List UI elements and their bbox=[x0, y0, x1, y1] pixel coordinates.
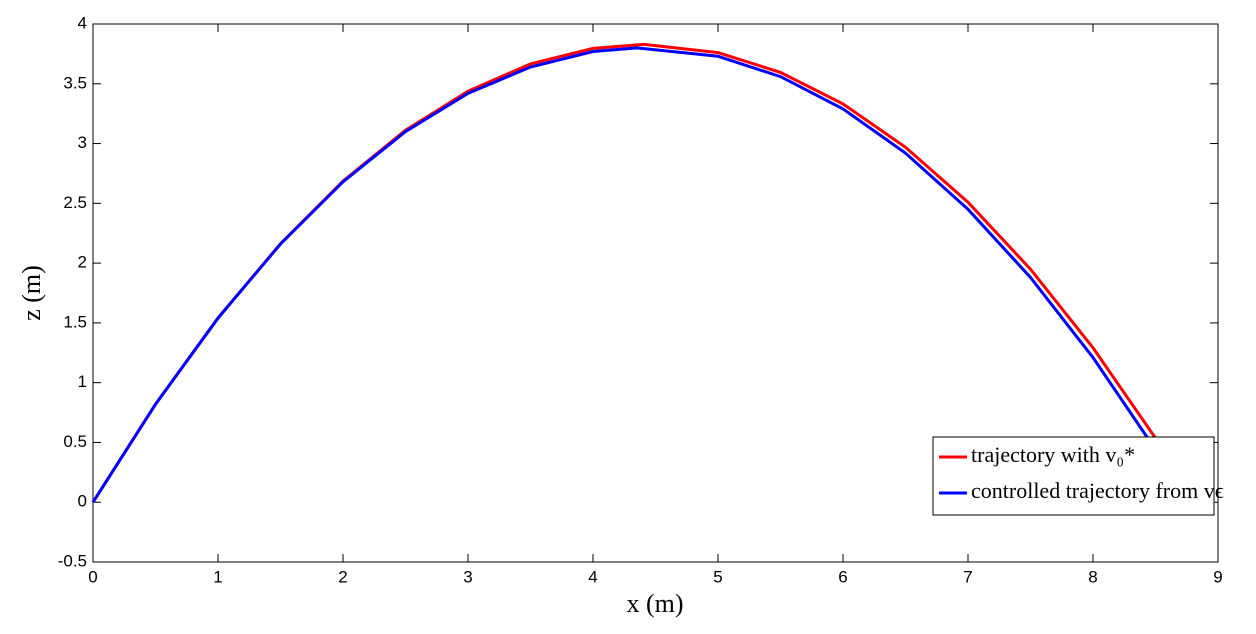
y-tick-label: 2.5 bbox=[63, 193, 87, 212]
series-line bbox=[91, 46, 1195, 510]
legend-label: trajectory with v₀* bbox=[971, 442, 1135, 467]
y-tick-label: 3 bbox=[78, 133, 87, 152]
x-tick-label: 0 bbox=[88, 567, 97, 586]
y-tick-label: 4 bbox=[78, 13, 87, 32]
legend-label: controlled trajectory from vϵ bbox=[971, 478, 1224, 503]
legend-box bbox=[932, 436, 1215, 516]
y-tick-label: 2 bbox=[78, 253, 87, 272]
y-tick-label: 0 bbox=[78, 492, 87, 511]
x-tick-label: 6 bbox=[838, 567, 847, 586]
y-axis-label: z (m) bbox=[17, 265, 46, 321]
y-tick-label: 1 bbox=[78, 372, 87, 391]
y-tick-label: 1.5 bbox=[63, 312, 87, 331]
y-tick-label: 3.5 bbox=[63, 73, 87, 92]
y-tick-label: -0.5 bbox=[58, 551, 87, 570]
x-tick-label: 1 bbox=[213, 567, 222, 586]
x-tick-label: 9 bbox=[1213, 567, 1222, 586]
x-tick-label: 3 bbox=[463, 567, 472, 586]
x-tick-label: 5 bbox=[713, 567, 722, 586]
x-tick-label: 4 bbox=[588, 567, 597, 586]
x-tick-label: 2 bbox=[338, 567, 347, 586]
x-tick-label: 7 bbox=[963, 567, 972, 586]
x-tick-label: 8 bbox=[1088, 567, 1097, 586]
x-axis-label: x (m) bbox=[626, 589, 683, 618]
y-tick-label: 0.5 bbox=[63, 432, 87, 451]
